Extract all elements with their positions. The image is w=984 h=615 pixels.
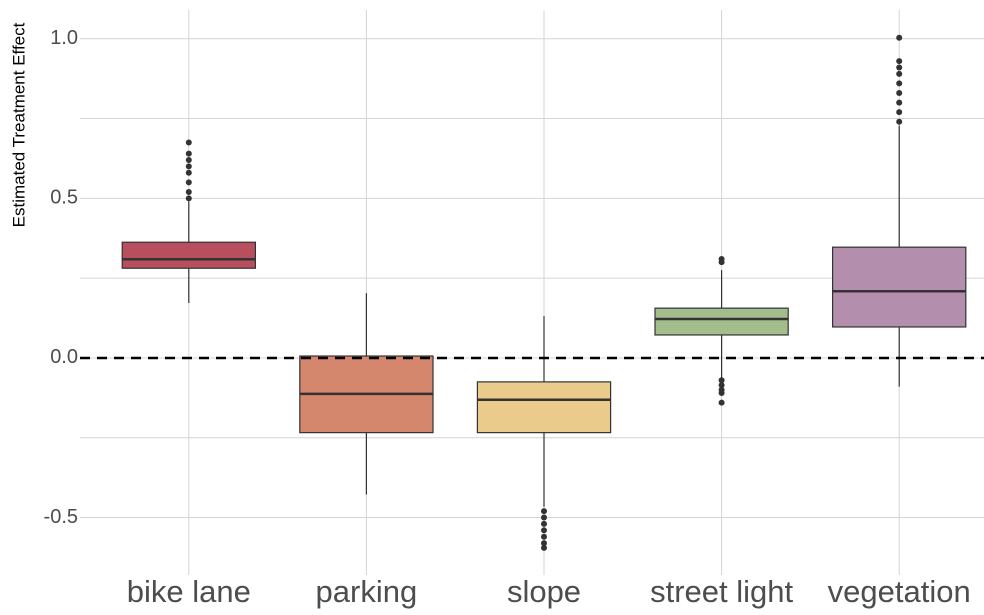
outlier: [896, 34, 903, 41]
outlier: [896, 109, 903, 116]
outlier: [541, 520, 547, 527]
outlier: [718, 255, 725, 262]
outlier: [541, 508, 547, 515]
outlier: [896, 99, 903, 106]
outlier: [541, 527, 547, 534]
outlier: [185, 169, 192, 176]
box: [831, 246, 967, 328]
outlier: [185, 150, 192, 157]
outlier: [718, 377, 725, 384]
outlier: [541, 540, 547, 547]
box: [654, 307, 789, 336]
outlier: [185, 179, 192, 186]
x-tick-label: street light: [650, 574, 793, 609]
x-tick-label: slope: [507, 574, 581, 609]
outlier: [718, 390, 725, 397]
outlier: [185, 163, 192, 170]
outlier: [896, 70, 903, 77]
outlier: [896, 118, 903, 125]
outlier: [896, 89, 903, 96]
outlier: [185, 195, 192, 202]
y-tick-label: 0.0: [50, 346, 78, 368]
y-tick-label: 0.5: [50, 187, 78, 209]
outlier: [185, 188, 192, 195]
outlier: [896, 58, 903, 65]
x-tick-label: parking: [316, 574, 418, 609]
x-tick-label: vegetation: [828, 574, 971, 609]
y-tick-label: -0.5: [44, 506, 78, 528]
box: [476, 381, 612, 434]
outlier: [541, 514, 547, 521]
outlier: [185, 139, 192, 146]
outlier: [718, 399, 725, 406]
outlier: [896, 64, 903, 71]
outlier: [541, 544, 547, 551]
y-axis-label: Estimated Treatment Effect: [9, 22, 28, 227]
outlier: [896, 80, 903, 87]
x-tick-label: bike lane: [127, 574, 251, 609]
outlier: [541, 533, 547, 540]
outlier: [718, 382, 725, 389]
outlier: [185, 157, 192, 164]
box: [121, 241, 256, 269]
y-tick-label: 1.0: [50, 27, 78, 49]
